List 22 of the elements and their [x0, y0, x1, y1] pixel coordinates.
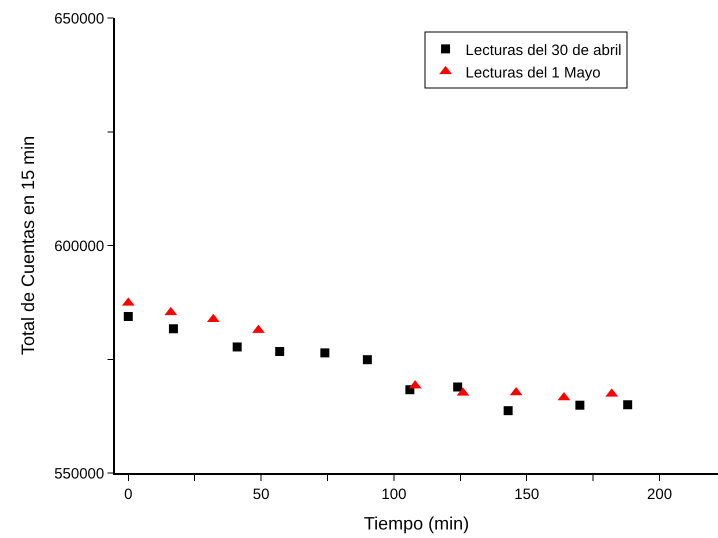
x-tick-label: 50	[252, 486, 270, 503]
x-axis-title: Tiempo (min)	[364, 513, 470, 534]
x-tick-label: 0	[124, 486, 132, 503]
y-axis-title: Total de Cuentas en 15 min	[18, 136, 38, 356]
y-tick-label: 550000	[54, 465, 104, 482]
point	[232, 342, 242, 352]
x-tick-label: 150	[514, 486, 540, 503]
point	[504, 406, 513, 416]
point	[453, 382, 462, 392]
legend-label: Lecturas del 1 Mayo	[466, 64, 601, 82]
x-tick-label: 100	[381, 486, 406, 503]
point	[168, 324, 178, 334]
point	[623, 400, 632, 410]
x-tick-label: 200	[647, 486, 672, 503]
y-tick-label: 600000	[54, 238, 104, 255]
y-tick-label: 650000	[54, 10, 104, 28]
point	[362, 355, 372, 364]
legend-label: Lecturas del 30 de abril	[466, 42, 622, 59]
point	[275, 347, 284, 356]
point	[575, 400, 584, 410]
point	[320, 348, 330, 358]
point	[124, 312, 133, 321]
